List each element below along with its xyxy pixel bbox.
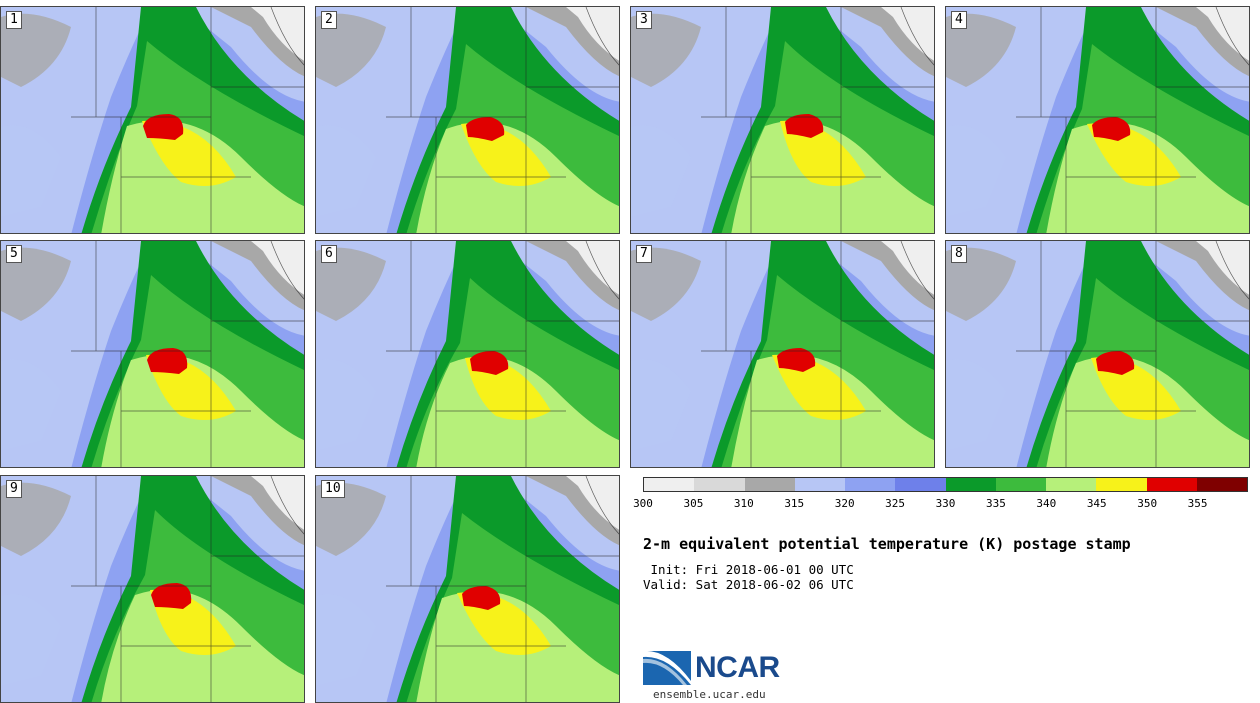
member-number: 6 xyxy=(321,245,337,263)
member-panel-7[interactable]: 7 xyxy=(630,240,935,468)
colorbar-label: 305 xyxy=(683,497,704,510)
member-number: 1 xyxy=(6,11,22,29)
member-panel-4[interactable]: 4 xyxy=(945,6,1250,234)
colorbar-swatch xyxy=(694,478,745,491)
member-number: 4 xyxy=(951,11,967,29)
member-number: 3 xyxy=(636,11,652,29)
colorbar-label: 320 xyxy=(834,497,855,510)
member-panel-10[interactable]: 10 xyxy=(315,475,620,703)
member-number: 9 xyxy=(6,480,22,498)
colorbar-swatch xyxy=(644,478,695,491)
member-panel-2[interactable]: 2 xyxy=(315,6,620,234)
colorbar-labels: 300 305 310 315 320 325 330 335 340 345 350 355 xyxy=(633,497,1248,513)
colorbar xyxy=(643,477,1248,492)
colorbar-label: 340 xyxy=(1036,497,1057,510)
colorbar-label: 355 xyxy=(1187,497,1208,510)
member-number: 7 xyxy=(636,245,652,263)
colorbar-swatch xyxy=(1096,478,1147,491)
colorbar-swatch xyxy=(995,478,1046,491)
theta-e-map xyxy=(316,241,619,467)
ncar-logo[interactable]: NCAR xyxy=(643,645,793,687)
theta-e-map xyxy=(946,241,1249,467)
theta-e-map xyxy=(316,476,619,702)
valid-time: Valid: Sat 2018-06-02 06 UTC xyxy=(643,577,854,592)
colorbar-label: 315 xyxy=(784,497,805,510)
colorbar-swatch xyxy=(945,478,996,491)
member-panel-3[interactable]: 3 xyxy=(630,6,935,234)
member-panel-5[interactable]: 5 xyxy=(0,240,305,468)
member-panel-1[interactable]: 1 xyxy=(0,6,305,234)
theta-e-map xyxy=(1,476,304,702)
colorbar-label: 345 xyxy=(1086,497,1107,510)
ensemble-url[interactable]: ensemble.ucar.edu xyxy=(653,688,766,701)
theta-e-map xyxy=(946,7,1249,233)
ncar-logo-icon xyxy=(643,650,691,685)
theta-e-map xyxy=(631,241,934,467)
colorbar-label: 335 xyxy=(985,497,1006,510)
member-number: 2 xyxy=(321,11,337,29)
colorbar-swatch xyxy=(895,478,946,491)
colorbar-swatch xyxy=(794,478,845,491)
colorbar-swatch xyxy=(744,478,795,491)
init-time: Init: Fri 2018-06-01 00 UTC xyxy=(643,562,854,577)
theta-e-map xyxy=(631,7,934,233)
colorbar-label: 325 xyxy=(885,497,906,510)
colorbar-swatch xyxy=(1046,478,1097,491)
colorbar-swatch xyxy=(845,478,896,491)
colorbar-label: 330 xyxy=(935,497,956,510)
colorbar-label: 300 xyxy=(633,497,653,510)
colorbar-label: 350 xyxy=(1137,497,1158,510)
member-panel-9[interactable]: 9 xyxy=(0,475,305,703)
figure-title: 2-m equivalent potential temperature (K)… xyxy=(643,535,1131,553)
theta-e-map xyxy=(1,7,304,233)
colorbar-swatch xyxy=(1196,478,1247,491)
theta-e-map xyxy=(1,241,304,467)
colorbar-label: 310 xyxy=(733,497,754,510)
colorbar-swatch xyxy=(1146,478,1197,491)
member-number: 10 xyxy=(321,480,345,498)
member-panel-6[interactable]: 6 xyxy=(315,240,620,468)
member-panel-8[interactable]: 8 xyxy=(945,240,1250,468)
member-number: 5 xyxy=(6,245,22,263)
member-number: 8 xyxy=(951,245,967,263)
theta-e-map xyxy=(316,7,619,233)
logo-text: NCAR xyxy=(695,651,780,684)
